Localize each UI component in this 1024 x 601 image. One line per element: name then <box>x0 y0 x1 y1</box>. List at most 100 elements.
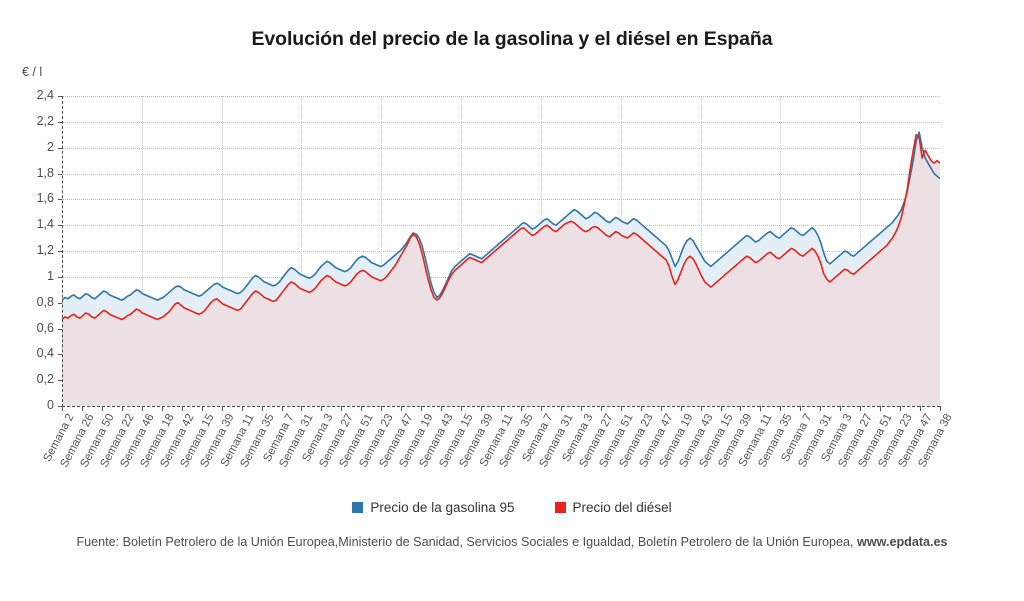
gridline-vertical <box>461 96 463 406</box>
x-tick-mark <box>720 406 722 411</box>
y-tick-label: 1,8 <box>36 165 54 180</box>
legend-item-gasolina[interactable]: Precio de la gasolina 95 <box>352 500 515 515</box>
x-tick-mark <box>760 406 762 411</box>
x-tick-mark <box>880 406 882 411</box>
y-tick-mark <box>58 251 62 252</box>
y-tick-mark <box>58 199 62 201</box>
x-tick-mark <box>680 406 682 411</box>
x-tick-mark <box>461 406 463 411</box>
y-tick-mark <box>58 121 62 123</box>
legend-swatch-diesel <box>554 502 566 513</box>
x-tick-mark <box>161 406 163 411</box>
x-tick-mark <box>800 406 802 411</box>
y-tick-mark <box>58 147 62 149</box>
x-tick-mark <box>740 406 742 411</box>
footer-site-link[interactable]: www.epdata.es <box>857 535 948 549</box>
y-tick-label: 1,6 <box>36 191 54 206</box>
x-tick-mark <box>241 406 243 411</box>
x-tick-mark <box>560 406 562 411</box>
y-tick-mark <box>58 276 62 278</box>
y-tick-mark <box>58 354 62 356</box>
x-tick-mark <box>540 406 542 411</box>
y-tick-label: 2 <box>47 139 54 154</box>
y-tick-mark <box>58 96 62 97</box>
x-tick-mark <box>221 406 223 411</box>
y-tick-label: 0 <box>47 398 54 412</box>
x-tick-mark <box>620 406 622 411</box>
x-tick-mark <box>441 406 443 411</box>
x-tick-mark <box>940 406 941 411</box>
y-axis-unit-label: € / l <box>22 65 43 79</box>
y-axis-line <box>62 96 63 407</box>
x-tick-mark <box>301 406 303 411</box>
page-title: Evolución del precio de la gasolina y el… <box>251 28 773 50</box>
x-tick-mark <box>121 406 123 411</box>
gridline-vertical <box>301 96 303 406</box>
footer-source-text: Fuente: Boletín Petrolero de la Unión Eu… <box>76 535 858 549</box>
y-tick-mark <box>58 406 62 407</box>
x-tick-mark <box>501 406 502 411</box>
y-tick-mark <box>58 302 62 304</box>
y-tick-label: 1,4 <box>36 217 54 232</box>
source-footer: Fuente: Boletín Petrolero de la Unión Eu… <box>62 533 962 552</box>
legend-item-diesel[interactable]: Precio del diésel <box>554 500 672 515</box>
x-tick-mark <box>860 406 862 411</box>
x-tick-mark <box>640 406 642 411</box>
x-tick-mark <box>281 406 283 411</box>
gridline-horizontal <box>62 173 940 175</box>
x-tick-mark <box>261 406 263 411</box>
series-canvas <box>62 131 940 406</box>
x-tick-mark <box>321 406 323 411</box>
x-tick-mark <box>700 406 702 411</box>
x-tick-mark <box>181 406 183 411</box>
series-area-diesel <box>62 134 940 406</box>
y-tick-label: 0,4 <box>36 346 54 361</box>
legend-swatch-gasolina <box>352 502 364 513</box>
x-tick-mark <box>141 406 143 411</box>
gridline-vertical <box>381 96 383 406</box>
x-tick-mark <box>62 406 63 411</box>
legend-label-gasolina: Precio de la gasolina 95 <box>370 500 515 515</box>
gridline-vertical <box>141 96 143 406</box>
y-tick-mark <box>58 328 62 330</box>
x-tick-mark <box>361 406 363 411</box>
x-tick-mark <box>421 406 423 411</box>
gridline-vertical <box>221 96 223 406</box>
x-tick-mark <box>401 406 403 411</box>
series-line-diesel <box>62 133 940 321</box>
y-tick-label: 0,6 <box>36 320 54 335</box>
y-tick-label: 1,2 <box>36 243 54 257</box>
series-line-gasolina <box>62 131 940 301</box>
y-tick-mark <box>58 380 62 382</box>
x-tick-mark <box>820 406 822 411</box>
x-tick-mark <box>600 406 602 411</box>
x-tick-mark <box>780 406 782 411</box>
y-tick-label: 1 <box>47 268 54 283</box>
y-tick-label: 2,4 <box>36 88 54 102</box>
x-tick-mark <box>201 406 203 411</box>
legend-label-diesel: Precio del diésel <box>572 500 672 515</box>
gridline-horizontal <box>62 225 940 227</box>
gridline-horizontal <box>62 199 940 201</box>
x-tick-mark <box>481 406 483 411</box>
x-tick-mark <box>660 406 662 411</box>
y-tick-mark <box>58 225 62 227</box>
x-tick-mark <box>580 406 582 411</box>
gridline-horizontal <box>62 147 940 149</box>
x-tick-mark <box>520 406 522 411</box>
x-tick-mark <box>381 406 383 411</box>
gridline-horizontal <box>62 121 940 123</box>
y-tick-label: 2,2 <box>36 113 54 128</box>
y-tick-mark <box>58 173 62 175</box>
x-tick-mark <box>920 406 922 411</box>
x-tick-mark <box>341 406 343 411</box>
x-tick-mark <box>101 406 103 411</box>
plot-area <box>62 96 940 406</box>
chart-legend: Precio de la gasolina 95 Precio del diés… <box>0 500 1024 515</box>
x-tick-mark <box>81 406 83 411</box>
y-tick-label: 0,2 <box>36 372 54 387</box>
gridline-vertical <box>700 96 702 406</box>
gridline-horizontal <box>62 96 940 97</box>
y-tick-label: 0,8 <box>36 294 54 309</box>
x-tick-mark <box>900 406 902 411</box>
